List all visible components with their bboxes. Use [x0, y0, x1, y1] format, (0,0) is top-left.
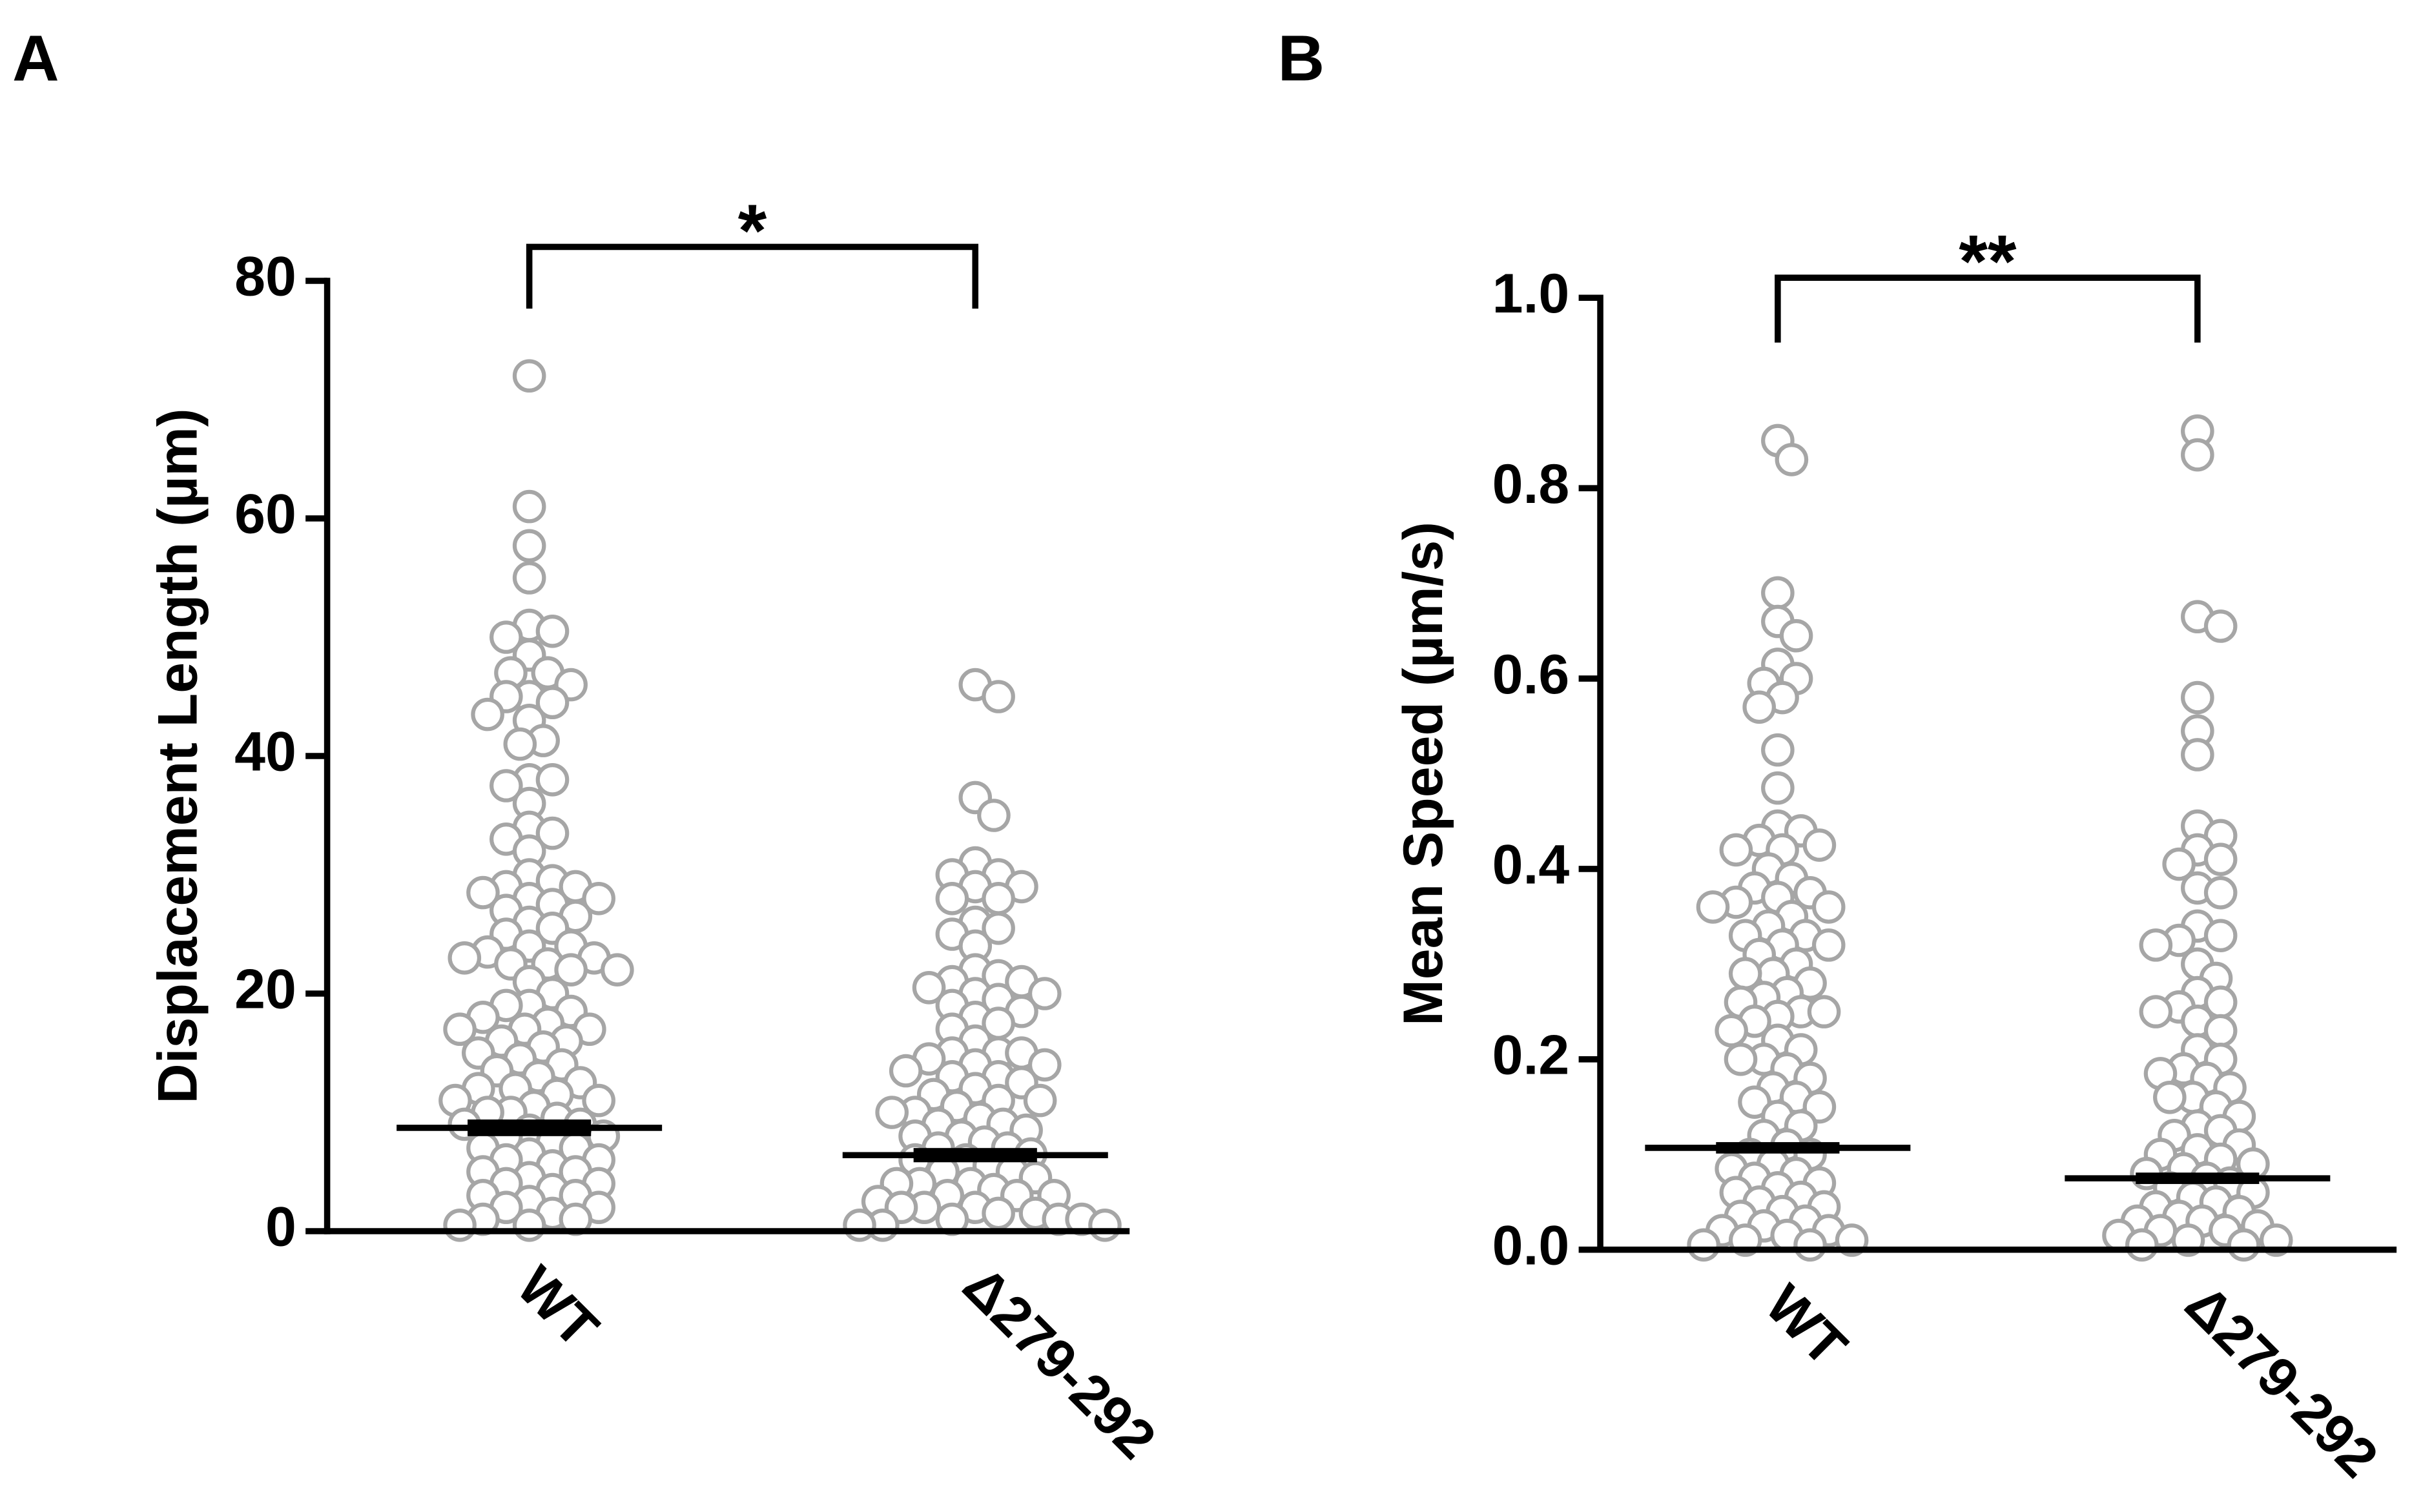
data-point [2139, 995, 2173, 1028]
data-point [889, 1054, 923, 1088]
data-point [503, 727, 537, 761]
data-point [982, 881, 1015, 915]
data-point [1742, 690, 1776, 724]
panel-letter: A [12, 22, 59, 94]
x-tick-label: Δ279-292 [951, 1254, 1168, 1471]
data-point [1761, 733, 1795, 767]
y-axis-label: Displacement Length (µm) [147, 408, 209, 1103]
panel-letter: B [1278, 22, 1325, 94]
data-point [582, 1083, 615, 1118]
y-axis-label: Mean Speed (µm/s) [1392, 522, 1454, 1026]
data-point [512, 1208, 546, 1242]
significance-label: ** [1959, 221, 2017, 303]
data-point [443, 1012, 477, 1047]
data-point [535, 816, 570, 850]
y-tick-label: 1.0 [1492, 263, 1570, 325]
data-point [1715, 1014, 1748, 1048]
data-point [554, 953, 588, 987]
x-tick-label: WT [1754, 1273, 1859, 1378]
data-point [1811, 890, 1846, 924]
y-tick-label: 0.6 [1492, 644, 1570, 706]
data-point [2227, 1228, 2261, 1262]
x-tick-label: WT [505, 1254, 610, 1359]
data-point [2203, 875, 2238, 910]
data-point [1775, 443, 1809, 476]
data-point [2125, 1228, 2159, 1262]
data-point [2153, 1080, 2187, 1114]
data-point [1761, 771, 1795, 805]
data-point [1811, 928, 1846, 962]
y-tick-label: 60 [234, 484, 296, 546]
data-point [1779, 618, 1813, 653]
y-tick-label: 80 [234, 246, 296, 308]
data-point [875, 1096, 909, 1129]
data-point [466, 875, 500, 910]
data-point [489, 620, 523, 654]
data-point [982, 680, 1015, 713]
data-point [1719, 833, 1753, 867]
data-point [2203, 919, 2238, 952]
data-point [535, 686, 570, 720]
data-point [982, 911, 1015, 945]
data-point [448, 941, 482, 975]
significance-label: * [738, 190, 767, 272]
y-tick-label: 0.2 [1492, 1025, 1570, 1087]
data-point [2181, 680, 2214, 715]
data-point [1027, 1048, 1062, 1082]
data-point [1761, 576, 1795, 610]
data-point [512, 489, 546, 524]
significance-bracket [1775, 274, 2201, 343]
y-tick-label: 0.8 [1492, 453, 1570, 515]
data-point [1023, 1083, 1057, 1118]
data-point [1687, 1228, 1720, 1262]
data-point [582, 881, 615, 915]
data-point [489, 769, 523, 802]
data-point [843, 1208, 876, 1242]
data-point [2181, 738, 2214, 771]
data-point [1696, 890, 1730, 924]
data-point [2203, 609, 2238, 643]
data-point [935, 881, 969, 915]
data-point [512, 561, 546, 595]
data-point [535, 762, 570, 797]
x-tick-label: Δ279-292 [2174, 1273, 2390, 1489]
data-point [512, 359, 546, 393]
panel: A Displacement Length (µm) WT Δ279-292 0 20 40… [12, 22, 1168, 1471]
y-tick-label: 0 [265, 1196, 296, 1258]
data-point [2181, 438, 2214, 472]
panel: B Mean Speed (µm/s) WT Δ279-292 0.0 0.2 0.4 0.6… [1278, 22, 2397, 1489]
data-point [2203, 843, 2238, 876]
data-point [1807, 995, 1841, 1028]
y-tick-label: 0.0 [1492, 1214, 1570, 1276]
data-point [535, 614, 570, 648]
data-point [512, 529, 546, 563]
data-point [1793, 1228, 1827, 1262]
data-point [982, 1196, 1015, 1231]
data-point [1027, 977, 1062, 1010]
data-point [471, 697, 504, 731]
data-point [1802, 828, 1837, 862]
data-point [601, 953, 634, 987]
data-point [977, 799, 1011, 832]
data-point [2139, 928, 2173, 962]
data-point [1088, 1208, 1122, 1242]
data-point [2162, 847, 2196, 881]
y-tick-label: 40 [234, 721, 296, 783]
significance-bracket [526, 243, 979, 309]
data-point [912, 970, 946, 1005]
y-tick-label: 0.4 [1492, 834, 1570, 896]
y-tick-label: 20 [234, 959, 296, 1021]
data-point [1724, 1042, 1758, 1076]
data-point [443, 1208, 477, 1242]
